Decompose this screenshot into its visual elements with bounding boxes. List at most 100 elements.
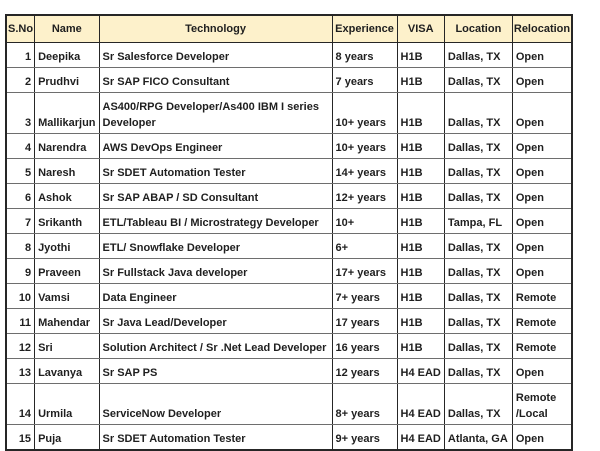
cell-technology[interactable]: Sr Fullstack Java developer xyxy=(98,258,333,284)
cell-experience[interactable]: 8 years xyxy=(331,42,398,68)
cell-visa[interactable]: H1B xyxy=(396,158,445,184)
cell-relocation[interactable]: Open xyxy=(511,233,574,259)
cell-experience[interactable]: 16 years xyxy=(331,333,398,359)
cell-technology[interactable]: ServiceNow Developer xyxy=(98,383,333,425)
cell-visa[interactable]: H1B xyxy=(396,283,445,309)
cell-experience[interactable]: 12 years xyxy=(331,358,398,384)
cell-name[interactable]: Srikanth xyxy=(34,208,100,234)
cell-name[interactable]: Narendra xyxy=(34,133,100,159)
cell-visa[interactable]: H4 EAD xyxy=(396,424,445,451)
cell-sno[interactable]: 4 xyxy=(5,133,36,159)
cell-technology[interactable]: Sr SDET Automation Tester xyxy=(98,158,333,184)
cell-visa[interactable]: H1B xyxy=(396,92,445,134)
cell-technology[interactable]: Solution Architect / Sr .Net Lead Develo… xyxy=(98,333,333,359)
cell-experience[interactable]: 10+ years xyxy=(331,92,398,134)
cell-relocation[interactable]: Open xyxy=(511,208,574,234)
cell-visa[interactable]: H1B xyxy=(396,233,445,259)
cell-relocation[interactable]: Open xyxy=(511,258,574,284)
cell-name[interactable]: Jyothi xyxy=(34,233,100,259)
cell-location[interactable]: Dallas, TX xyxy=(443,383,513,425)
cell-location[interactable]: Dallas, TX xyxy=(443,67,513,93)
cell-location[interactable]: Dallas, TX xyxy=(443,308,513,334)
cell-name[interactable]: Vamsi xyxy=(34,283,100,309)
cell-sno[interactable]: 9 xyxy=(5,258,36,284)
cell-sno[interactable]: 15 xyxy=(5,424,36,451)
cell-technology[interactable]: AS400/RPG Developer/As400 IBM I series D… xyxy=(98,92,333,134)
cell-name[interactable]: Ashok xyxy=(34,183,100,209)
cell-sno[interactable]: 2 xyxy=(5,67,36,93)
cell-experience[interactable]: 14+ years xyxy=(331,158,398,184)
cell-technology[interactable]: Sr SAP FICO Consultant xyxy=(98,67,333,93)
cell-sno[interactable]: 14 xyxy=(5,383,36,425)
cell-location[interactable]: Dallas, TX xyxy=(443,92,513,134)
cell-location[interactable]: Dallas, TX xyxy=(443,258,513,284)
cell-visa[interactable]: H1B xyxy=(396,42,445,68)
header-cell-experience[interactable]: Experience xyxy=(331,14,398,43)
cell-location[interactable]: Dallas, TX xyxy=(443,358,513,384)
cell-relocation[interactable]: Remote xyxy=(511,283,574,309)
cell-relocation[interactable]: Open xyxy=(511,358,574,384)
cell-technology[interactable]: Sr SAP PS xyxy=(98,358,333,384)
cell-technology[interactable]: ETL/ Snowflake Developer xyxy=(98,233,333,259)
cell-location[interactable]: Dallas, TX xyxy=(443,183,513,209)
cell-visa[interactable]: H1B xyxy=(396,258,445,284)
cell-relocation[interactable]: Open xyxy=(511,67,574,93)
cell-name[interactable]: Deepika xyxy=(34,42,100,68)
cell-location[interactable]: Atlanta, GA xyxy=(443,424,513,451)
cell-name[interactable]: Praveen xyxy=(34,258,100,284)
cell-name[interactable]: Mahendar xyxy=(34,308,100,334)
cell-experience[interactable]: 17+ years xyxy=(331,258,398,284)
cell-sno[interactable]: 12 xyxy=(5,333,36,359)
cell-name[interactable]: Lavanya xyxy=(34,358,100,384)
cell-relocation[interactable]: Remote xyxy=(511,308,574,334)
cell-location[interactable]: Dallas, TX xyxy=(443,42,513,68)
cell-name[interactable]: Prudhvi xyxy=(34,67,100,93)
cell-technology[interactable]: Sr Salesforce Developer xyxy=(98,42,333,68)
cell-visa[interactable]: H1B xyxy=(396,183,445,209)
cell-visa[interactable]: H4 EAD xyxy=(396,383,445,425)
cell-relocation[interactable]: Remote xyxy=(511,333,574,359)
cell-sno[interactable]: 5 xyxy=(5,158,36,184)
cell-name[interactable]: Urmila xyxy=(34,383,100,425)
cell-experience[interactable]: 7 years xyxy=(331,67,398,93)
cell-visa[interactable]: H1B xyxy=(396,308,445,334)
cell-relocation[interactable]: Open xyxy=(511,92,574,134)
header-cell-location[interactable]: Location xyxy=(443,14,513,43)
cell-name[interactable]: Puja xyxy=(34,424,100,451)
cell-experience[interactable]: 7+ years xyxy=(331,283,398,309)
cell-relocation[interactable]: Open xyxy=(511,183,574,209)
cell-location[interactable]: Dallas, TX xyxy=(443,283,513,309)
cell-technology[interactable]: Data Engineer xyxy=(98,283,333,309)
cell-visa[interactable]: H1B xyxy=(396,333,445,359)
cell-sno[interactable]: 3 xyxy=(5,92,36,134)
cell-location[interactable]: Dallas, TX xyxy=(443,133,513,159)
header-cell-visa[interactable]: VISA xyxy=(396,14,445,43)
cell-technology[interactable]: Sr Java Lead/Developer xyxy=(98,308,333,334)
cell-experience[interactable]: 9+ years xyxy=(331,424,398,451)
cell-experience[interactable]: 10+ xyxy=(331,208,398,234)
cell-relocation[interactable]: Open xyxy=(511,42,574,68)
cell-visa[interactable]: H4 EAD xyxy=(396,358,445,384)
cell-sno[interactable]: 13 xyxy=(5,358,36,384)
cell-visa[interactable]: H1B xyxy=(396,67,445,93)
cell-technology[interactable]: AWS DevOps Engineer xyxy=(98,133,333,159)
cell-visa[interactable]: H1B xyxy=(396,133,445,159)
header-cell-sno[interactable]: S.No xyxy=(5,14,36,43)
cell-relocation[interactable]: Open xyxy=(511,133,574,159)
cell-sno[interactable]: 6 xyxy=(5,183,36,209)
cell-experience[interactable]: 6+ xyxy=(331,233,398,259)
cell-relocation[interactable]: Open xyxy=(511,424,574,451)
cell-technology[interactable]: ETL/Tableau BI / Microstrategy Developer xyxy=(98,208,333,234)
cell-visa[interactable]: H1B xyxy=(396,208,445,234)
cell-sno[interactable]: 1 xyxy=(5,42,36,68)
cell-technology[interactable]: Sr SDET Automation Tester xyxy=(98,424,333,451)
header-cell-name[interactable]: Name xyxy=(34,14,100,43)
cell-location[interactable]: Dallas, TX xyxy=(443,233,513,259)
cell-technology[interactable]: Sr SAP ABAP / SD Consultant xyxy=(98,183,333,209)
cell-relocation[interactable]: Remote /Local xyxy=(511,383,574,425)
cell-location[interactable]: Dallas, TX xyxy=(443,158,513,184)
header-cell-relocation[interactable]: Relocation xyxy=(511,14,574,43)
cell-sno[interactable]: 7 xyxy=(5,208,36,234)
header-cell-technology[interactable]: Technology xyxy=(98,14,333,43)
cell-name[interactable]: Sri xyxy=(34,333,100,359)
